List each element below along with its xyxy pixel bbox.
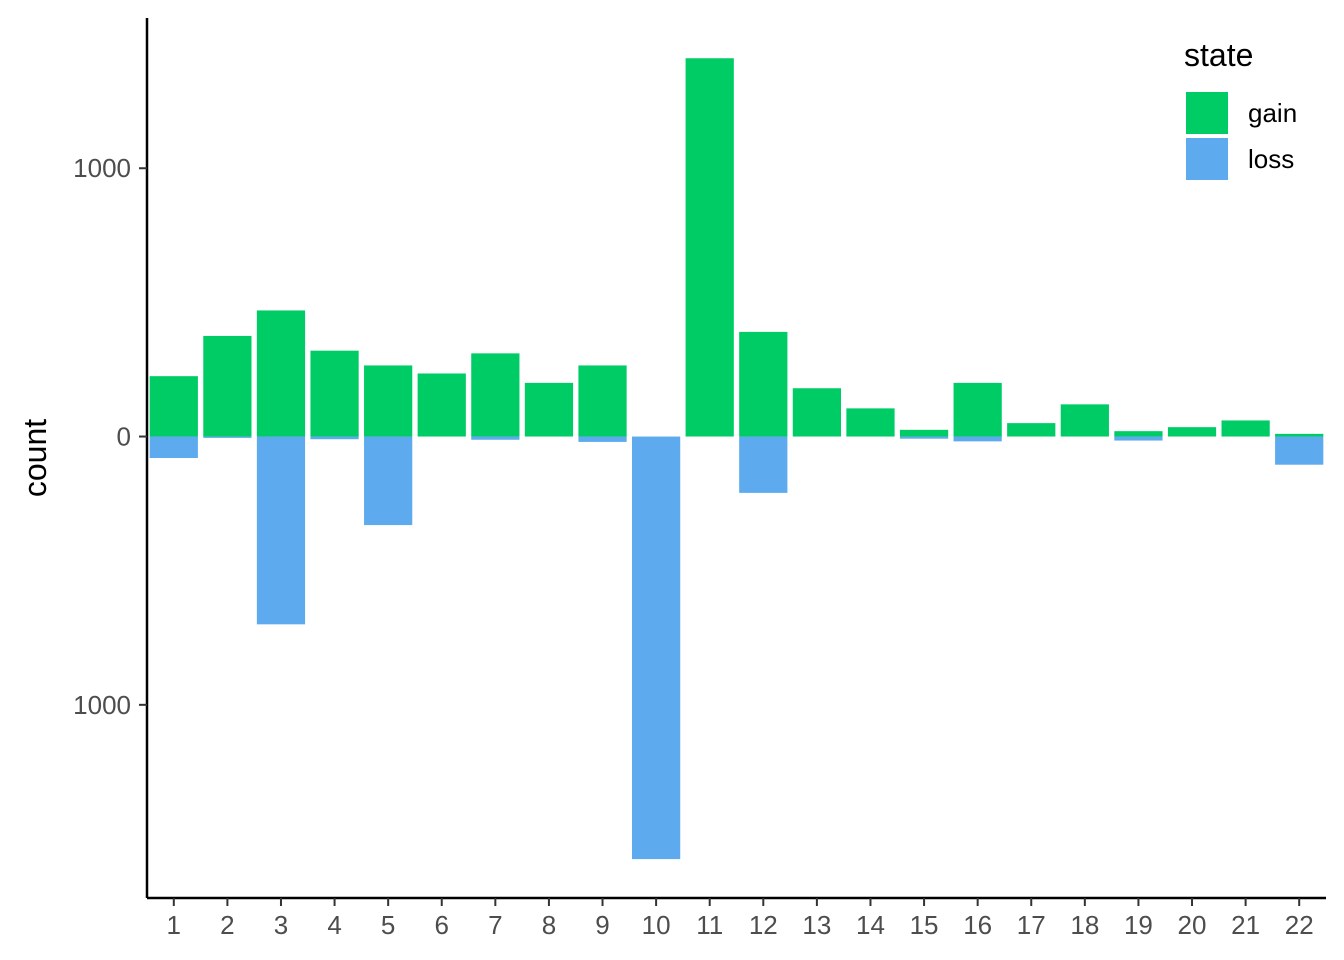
bar-loss-9 bbox=[578, 436, 627, 442]
bar-loss-19 bbox=[1114, 436, 1163, 441]
bar-gain-22 bbox=[1275, 433, 1324, 437]
bar-gain-4 bbox=[310, 350, 359, 437]
bar-gain-19 bbox=[1114, 431, 1163, 437]
x-tick-label: 19 bbox=[1124, 910, 1153, 940]
legend-title: state bbox=[1184, 37, 1253, 73]
bar-gain-1 bbox=[149, 376, 198, 437]
bar-gain-2 bbox=[203, 335, 252, 437]
bar-gain-14 bbox=[846, 408, 895, 437]
bar-loss-12 bbox=[739, 436, 788, 493]
x-tick-label: 6 bbox=[435, 910, 449, 940]
bar-gain-17 bbox=[1007, 423, 1056, 437]
x-tick-label: 4 bbox=[327, 910, 341, 940]
bar-gain-20 bbox=[1167, 427, 1217, 437]
x-tick-label: 18 bbox=[1070, 910, 1099, 940]
y-tick-label: 1000 bbox=[73, 690, 131, 720]
x-tick-label: 13 bbox=[802, 910, 831, 940]
bar-loss-3 bbox=[256, 436, 306, 625]
legend-key-gain bbox=[1186, 92, 1228, 134]
y-tick-label: 0 bbox=[117, 422, 131, 452]
x-tick-label: 12 bbox=[749, 910, 778, 940]
bar-loss-5 bbox=[364, 436, 413, 526]
x-tick-label: 2 bbox=[220, 910, 234, 940]
bar-gain-11 bbox=[685, 58, 734, 437]
bar-gain-6 bbox=[417, 373, 466, 437]
bar-gain-13 bbox=[792, 388, 841, 437]
bar-gain-9 bbox=[578, 365, 627, 437]
legend-key-loss bbox=[1186, 138, 1228, 180]
x-tick-label: 5 bbox=[381, 910, 395, 940]
bar-gain-16 bbox=[953, 382, 1002, 437]
x-tick-label: 9 bbox=[595, 910, 609, 940]
legend-label-loss: loss bbox=[1248, 144, 1294, 174]
x-tick-label: 16 bbox=[963, 910, 992, 940]
bar-loss-16 bbox=[953, 436, 1002, 442]
bar-gain-8 bbox=[524, 382, 574, 437]
x-tick-label: 17 bbox=[1017, 910, 1046, 940]
bar-loss-2 bbox=[203, 436, 252, 438]
x-tick-label: 20 bbox=[1178, 910, 1207, 940]
bar-gain-3 bbox=[256, 310, 306, 437]
legend-label-gain: gain bbox=[1248, 98, 1297, 128]
bar-loss-1 bbox=[149, 436, 198, 458]
x-tick-label: 21 bbox=[1231, 910, 1260, 940]
bar-loss-4 bbox=[310, 436, 359, 440]
x-tick-label: 14 bbox=[856, 910, 885, 940]
bar-loss-7 bbox=[471, 436, 520, 440]
bars-group bbox=[149, 58, 1324, 860]
bar-gain-12 bbox=[739, 331, 788, 437]
x-tick-label: 1 bbox=[167, 910, 181, 940]
bar-gain-15 bbox=[899, 429, 949, 437]
bar-gain-18 bbox=[1060, 404, 1109, 437]
bar-loss-10 bbox=[632, 436, 681, 860]
x-tick-label: 3 bbox=[274, 910, 288, 940]
bar-loss-22 bbox=[1275, 436, 1324, 465]
bar-gain-7 bbox=[471, 353, 520, 437]
y-tick-label: 1000 bbox=[73, 153, 131, 183]
x-tick-label: 22 bbox=[1285, 910, 1314, 940]
bar-gain-21 bbox=[1221, 420, 1270, 437]
y-axis-title: count bbox=[17, 419, 53, 497]
x-tick-label: 10 bbox=[642, 910, 671, 940]
bar-gain-5 bbox=[364, 365, 413, 437]
bar-loss-15 bbox=[899, 436, 949, 439]
x-tick-label: 7 bbox=[488, 910, 502, 940]
x-tick-label: 11 bbox=[696, 910, 723, 940]
x-tick-label: 15 bbox=[910, 910, 939, 940]
x-tick-label: 8 bbox=[542, 910, 556, 940]
legend: state gain loss bbox=[1184, 37, 1297, 180]
